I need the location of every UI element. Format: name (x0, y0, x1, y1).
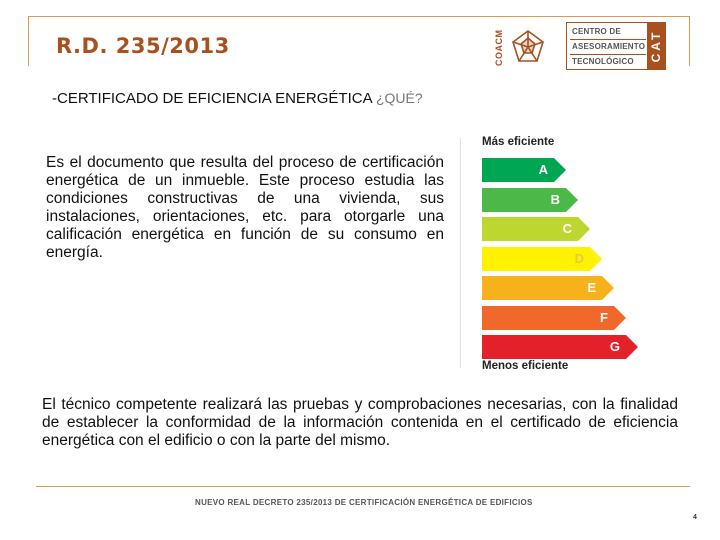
header-left-rule (28, 16, 29, 66)
cat-line-2: ASESORAMIENTO (570, 40, 646, 55)
energy-class-d: D (482, 246, 602, 271)
energy-class-letter: E (587, 280, 596, 295)
energy-label-bottom: Menos eficiente (482, 360, 569, 372)
energy-class-letter: F (600, 309, 608, 325)
energy-label-top: Más eficiente (482, 136, 555, 148)
energy-class-letter: B (550, 191, 560, 207)
energy-class-letter: G (609, 339, 620, 354)
cat-line-1: CENTRO DE (570, 25, 646, 40)
footer-text: NUEVO REAL DECRETO 235/2013 DE CERTIFICA… (195, 498, 533, 507)
energy-class-letter: A (538, 162, 548, 177)
cat-line-3: TECNOLÓGICO (572, 57, 634, 66)
cat-logo: CENTRO DE ASESORAMIENTO TECNOLÓGICO CAT (566, 22, 666, 70)
energy-class-c: C (482, 217, 590, 241)
section-subtitle: -CERTIFICADO DE EFICIENCIA ENERGÉTICA ¿Q… (52, 90, 423, 107)
coacm-logo-text: COACM (494, 29, 504, 67)
energy-class-b: B (482, 187, 578, 212)
coacm-emblem-icon (508, 28, 548, 66)
technician-paragraph: El técnico competente realizará las prue… (42, 396, 678, 449)
page-title: R.D. 235/2013 (56, 34, 230, 58)
cat-letters: CAT (647, 23, 665, 69)
energy-class-letter: C (562, 221, 572, 236)
energy-class-e: E (482, 276, 614, 300)
energy-class-g: G (482, 335, 638, 359)
subtitle-main: -CERTIFICADO DE EFICIENCIA ENERGÉTICA (52, 90, 372, 107)
energy-class-a: A (482, 158, 566, 182)
definition-paragraph: Es el documento que resulta del proceso … (46, 154, 444, 261)
energy-class-letter: D (574, 250, 584, 266)
footer-rule (36, 486, 690, 487)
energy-label-divider (460, 138, 461, 368)
header-right-rule (689, 16, 690, 66)
energy-class-f: F (482, 305, 626, 330)
subtitle-question: ¿QUÉ? (375, 90, 423, 106)
page-number: 4 (693, 514, 697, 521)
header-top-rule (28, 16, 690, 17)
